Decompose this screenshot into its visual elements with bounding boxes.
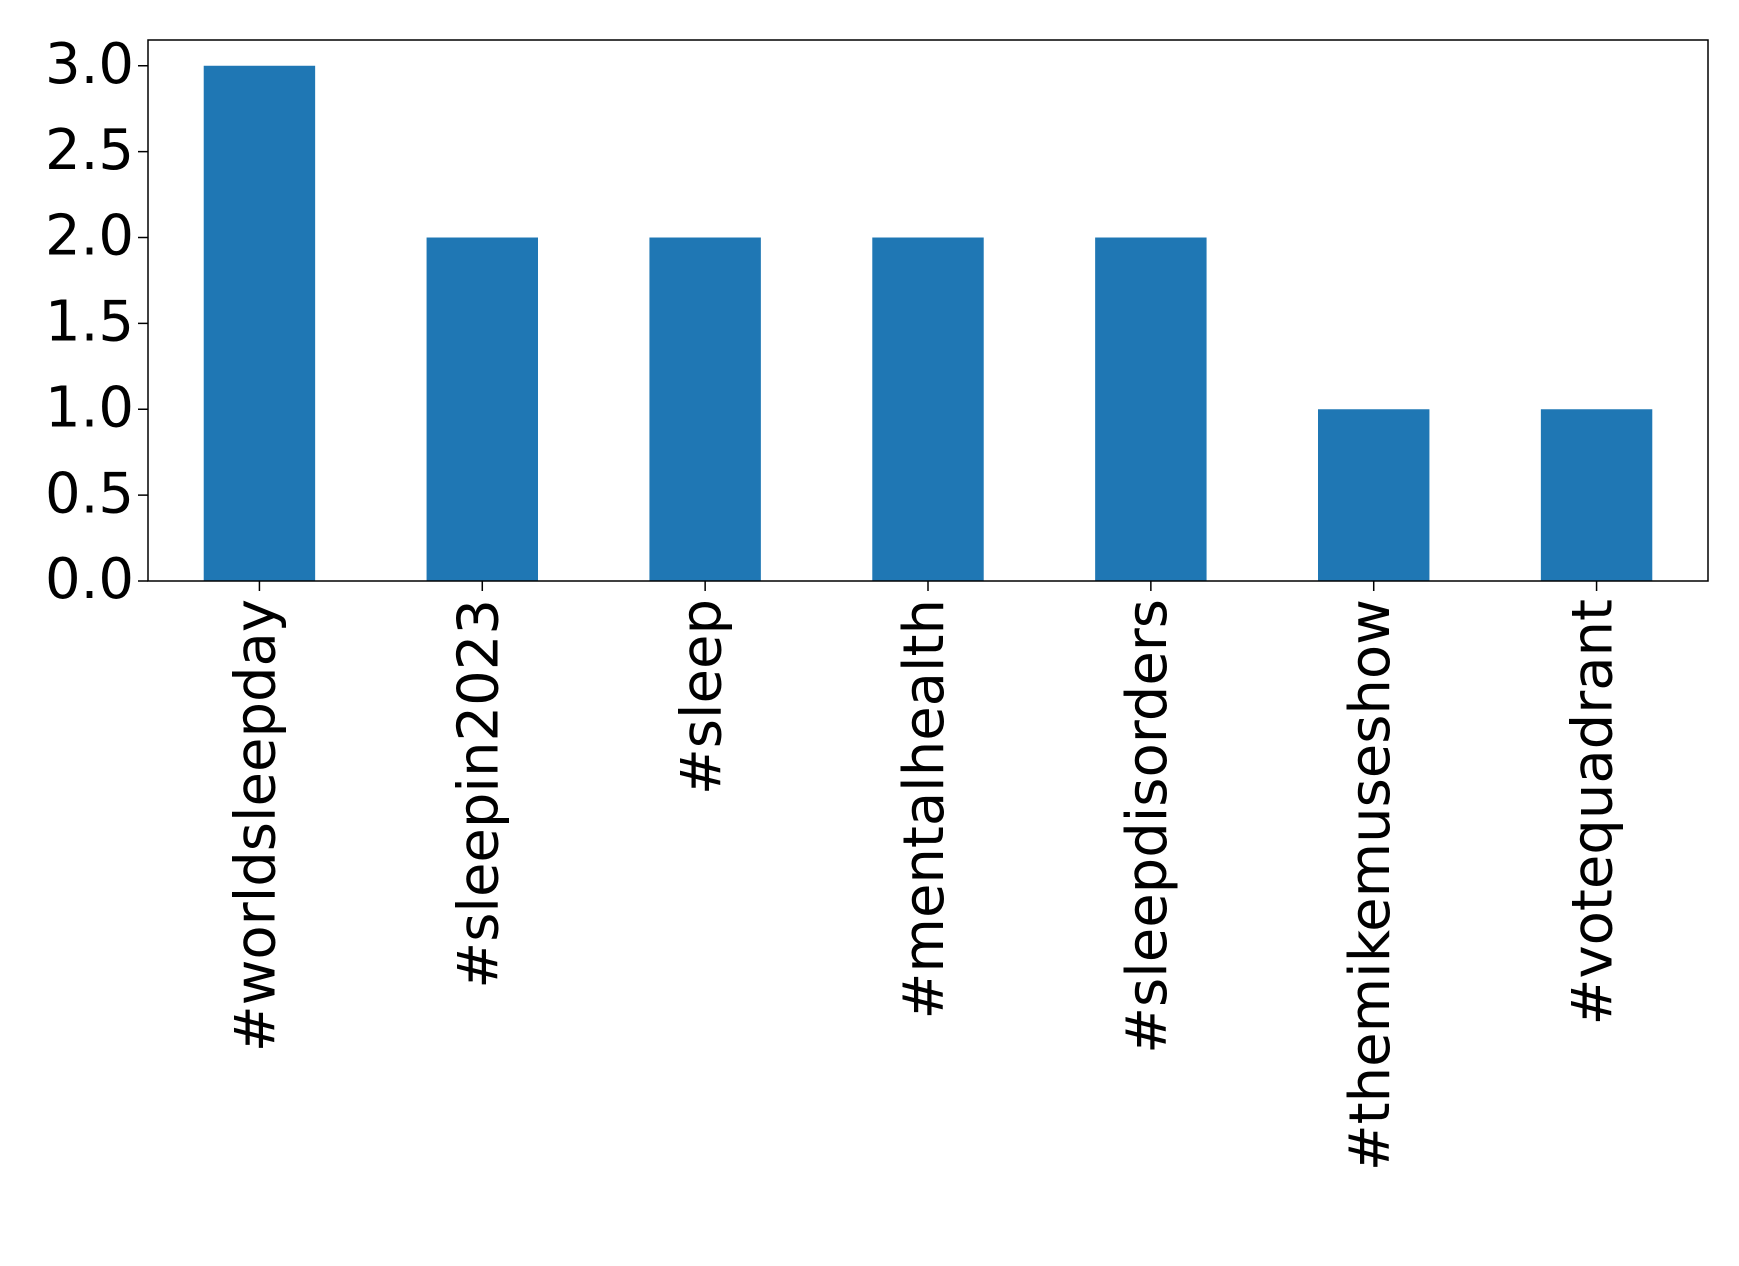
- x-tick-label: #votequadrant: [1561, 599, 1626, 1025]
- y-tick-label: 0.0: [45, 547, 134, 612]
- x-tick-label: #sleep: [669, 599, 734, 795]
- x-tick-label: #worldsleepday: [224, 599, 289, 1052]
- bar: [649, 237, 761, 581]
- y-tick-label: 2.5: [45, 118, 134, 183]
- x-tick-label: #sleepin2023: [446, 599, 511, 989]
- bar: [1540, 409, 1653, 581]
- bar: [426, 237, 538, 581]
- x-tick-label: #themikemuseshow: [1338, 599, 1403, 1171]
- x-tick-label: #mentalhealth: [892, 599, 957, 1020]
- y-tick-label: 1.0: [45, 375, 134, 440]
- bar: [203, 65, 316, 581]
- bar: [1095, 237, 1207, 581]
- x-tick-label: #sleepdisorders: [1115, 599, 1180, 1054]
- plot-frame: [147, 39, 1709, 582]
- y-tick-label: 0.5: [45, 461, 134, 526]
- y-tick-label: 2.0: [45, 204, 134, 269]
- bar: [872, 237, 984, 581]
- y-tick-label: 1.5: [45, 290, 134, 355]
- bar: [1318, 409, 1430, 581]
- y-tick-label: 3.0: [45, 32, 134, 97]
